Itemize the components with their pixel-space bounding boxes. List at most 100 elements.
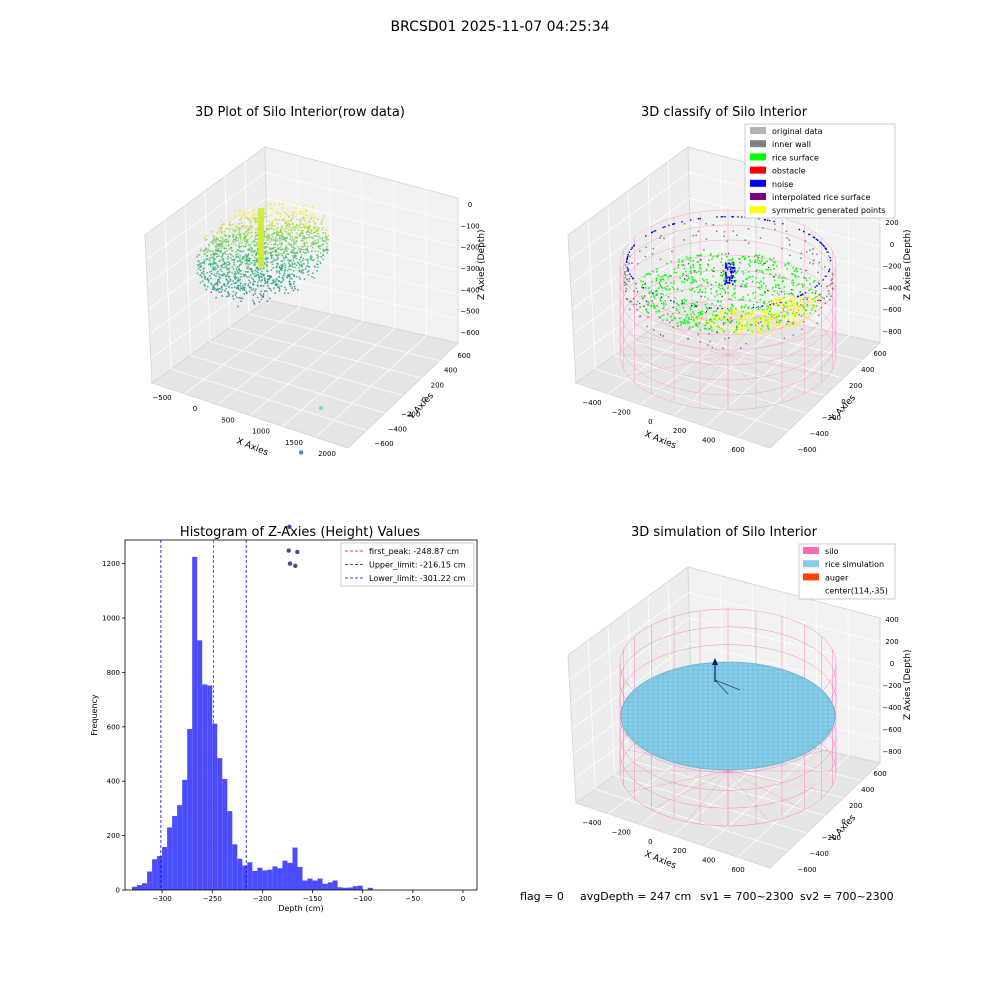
histogram-y-tick-label: 1000 (102, 615, 120, 623)
histogram-bar (367, 887, 373, 890)
raw-outlier-point (287, 524, 292, 529)
simulation-legend-label: auger (825, 573, 849, 582)
figure-suptitle: BRCSD01 2025-11-07 04:25:34 (390, 19, 609, 35)
histogram-y-tick-label: 800 (107, 669, 120, 677)
classify-z-tick-label: −800 (882, 328, 901, 336)
sim-x-tick-label: −400 (582, 819, 601, 827)
classify-x-tick-label: 400 (702, 437, 715, 445)
histogram-bar (162, 847, 168, 890)
histogram-axes-frame (124, 539, 478, 891)
histogram-bar (357, 885, 363, 890)
panel-histogram: Histogram of Z-Axies (Height) Values −30… (90, 525, 478, 913)
sim-z-tick-label: 200 (885, 638, 898, 646)
raw-z-tick-label: −400 (460, 286, 479, 294)
histogram-y-axis-label: Frequency (90, 694, 99, 736)
histogram-x-ticks: −300 −250 −200 −150 −100 −50 0 (152, 890, 465, 903)
raw-outlier-points (286, 405, 324, 568)
classify-y-tick-label: −600 (797, 446, 816, 454)
raw-outlier-point (287, 561, 293, 566)
sim-x-tick-label: 0 (648, 838, 652, 846)
raw-z-tick-label: −600 (460, 329, 479, 337)
raw-x-tick-label: 500 (221, 416, 234, 424)
classify-legend-swatch (750, 127, 766, 134)
sim-x-tick-label: −200 (612, 828, 631, 836)
raw-y-tick-label: 400 (444, 367, 457, 375)
classify-legend-box (744, 123, 896, 219)
histogram-bar (247, 862, 253, 890)
histogram-y-tick-label: 0 (116, 887, 120, 895)
panel-raw-data: 3D Plot of Silo Interior(row data) −5000… (144, 105, 487, 568)
status-sv2: sv2 = 700~2300 (800, 890, 894, 903)
sim-rice-surface (620, 661, 836, 771)
raw-outlier-point (295, 549, 300, 555)
raw-x-tick-label: 1500 (285, 439, 303, 447)
histogram-bar (152, 859, 158, 890)
status-sv1: sv1 = 700~2300 (700, 890, 794, 903)
sim-x-tick-label: 400 (702, 857, 715, 865)
classify-legend: original data inner wall rice surface obsta… (744, 123, 896, 219)
sim-z-tick-label: −600 (882, 726, 901, 734)
classify-legend-label: interpolated rice surface (772, 193, 870, 202)
sim-y-tick-label: 600 (873, 770, 886, 778)
status-line: flag = 0 avgDepth = 247 cm sv1 = 700~230… (520, 890, 894, 903)
panel-simulation: 3D simulation of Silo Interior −400 −200 0… (567, 525, 913, 874)
sim-z-tick-label: −400 (882, 704, 901, 712)
raw-y-tick-label: −600 (374, 440, 393, 448)
classify-x-tick-label: −200 (612, 408, 631, 416)
classify-y-tick-label: 600 (873, 350, 886, 358)
panel-classify: 3D classify of Silo Interior −400−200020… (567, 105, 913, 454)
histogram-bar (252, 870, 258, 890)
histogram-bar (292, 847, 298, 890)
histogram-bar (282, 860, 288, 890)
histogram-bar (347, 887, 353, 890)
sim-y-tick-label: 200 (849, 802, 862, 810)
raw-y-tick-label: 200 (431, 381, 444, 389)
classify-y-tick-label: 0 (841, 398, 845, 406)
raw-outlier-point (293, 563, 298, 568)
simulation-legend-label: center(114,-35) (825, 587, 888, 596)
classify-legend-swatch (750, 179, 766, 187)
classify-legend-swatch (750, 153, 766, 161)
raw-y-tick-label: −200 (401, 411, 420, 419)
histogram-bar (287, 862, 293, 890)
classify-point-cloud (624, 216, 834, 350)
histogram-y-ticks: 0 200 400 600 800 1000 1200 (102, 560, 125, 895)
classify-legend-label: original data (772, 127, 823, 136)
classify-z-tick-label: −400 (882, 284, 901, 292)
classify-legend-label: inner wall (772, 140, 811, 149)
classify-z-tick-label: 200 (885, 219, 898, 227)
classify-y-tick-label: −400 (810, 430, 829, 438)
classify-x-tick-label: −400 (582, 399, 601, 407)
histogram-bar (227, 811, 233, 890)
panel-raw-data-title: 3D Plot of Silo Interior(row data) (195, 105, 405, 120)
sim-z-tick-label: −200 (882, 682, 901, 690)
histogram-legend: first_peak: -248.87 cm Upper_limit: -216.… (340, 542, 475, 587)
raw-x-tick: −500 0 500 1000 1500 2000 (152, 394, 336, 458)
raw-z-tick-label: −300 (460, 265, 479, 273)
classify-y-tick-label: 200 (849, 382, 862, 390)
classify-x-tick: −400 −200 0 200 400 600 (582, 399, 744, 454)
status-avg-depth: avgDepth = 247 cm (580, 890, 691, 903)
histogram-x-tick-label: −50 (405, 895, 420, 903)
histogram-x-tick-label: −100 (353, 895, 372, 903)
sim-z-tick: 400 200 0 −200 −400 −600 −800 (882, 616, 901, 756)
histogram-x-tick-label: −300 (152, 895, 171, 903)
histogram-bar (237, 858, 243, 890)
histogram-bar (322, 883, 328, 890)
raw-z-tick-label: −500 (460, 308, 479, 316)
raw-x-tick-label: −500 (152, 394, 171, 402)
sim-z-tick-label: 400 (885, 616, 898, 624)
histogram-bar (182, 779, 188, 890)
histogram-bar (132, 886, 138, 890)
raw-z-axis-label: Z Axies (Depth) (477, 229, 487, 300)
histogram-bar (202, 684, 208, 890)
histogram-bar (207, 685, 213, 890)
histogram-bar (212, 723, 218, 890)
status-flag: flag = 0 (520, 890, 564, 903)
sim-x-tick: −400 −200 0 200 400 600 (582, 819, 744, 874)
histogram-x-tick-label: −200 (253, 895, 272, 903)
sim-y-tick-label: 400 (861, 786, 874, 794)
simulation-title: 3D simulation of Silo Interior (631, 525, 818, 540)
classify-legend-swatch (750, 140, 766, 148)
